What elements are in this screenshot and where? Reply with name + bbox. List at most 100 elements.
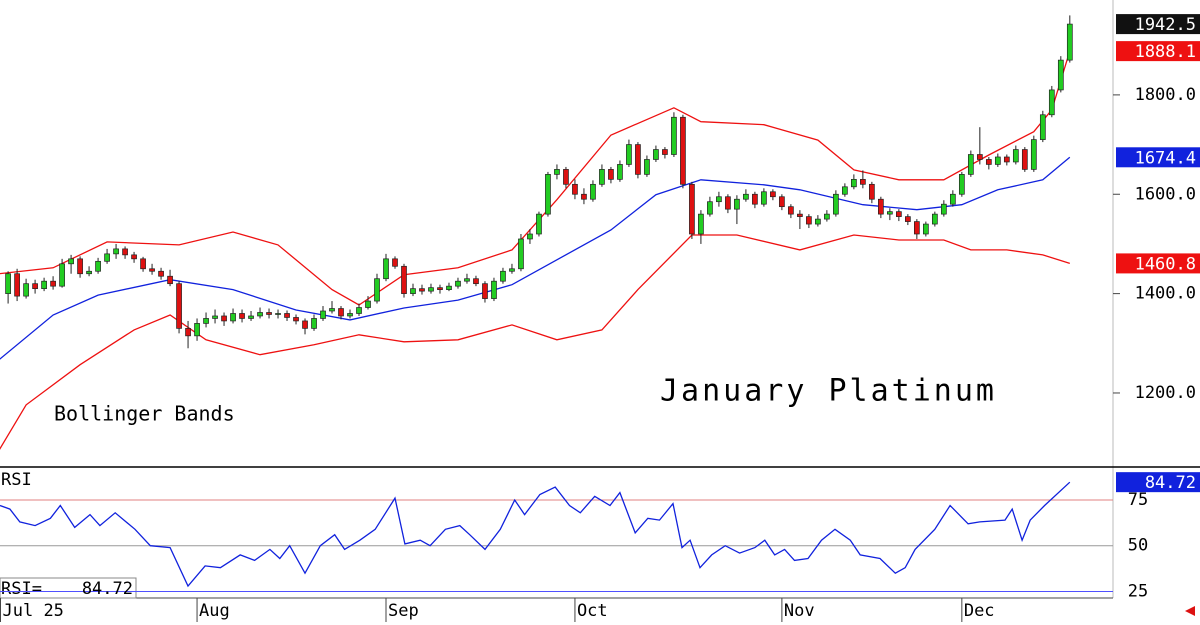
- candle-body: [725, 196, 731, 210]
- rsi-last-label-box: [1116, 472, 1200, 493]
- candle-body: [797, 213, 803, 217]
- candle-body: [509, 268, 515, 272]
- candle-body: [815, 218, 821, 225]
- candle-body: [527, 233, 533, 240]
- candle-body: [1003, 156, 1010, 163]
- rsi-last-label: 84.72: [1145, 473, 1196, 493]
- candle-body: [311, 318, 317, 329]
- rsi-readout-label: RSI=: [1, 579, 42, 599]
- candle-body: [599, 169, 605, 185]
- candle-body: [788, 206, 794, 215]
- candle-body: [671, 116, 677, 155]
- candle-body: [176, 283, 182, 329]
- candle-body: [356, 307, 362, 314]
- candle-body: [833, 193, 839, 215]
- candle-body: [140, 258, 146, 270]
- candle-body: [779, 196, 785, 208]
- candle-body: [752, 193, 758, 205]
- y-tick-label: 75: [1128, 490, 1148, 510]
- candle-body: [257, 312, 263, 317]
- x-tick-label: Oct: [577, 601, 608, 621]
- x-tick-label: Nov: [784, 601, 815, 621]
- candle-body: [428, 287, 434, 292]
- candle-body: [518, 238, 524, 270]
- candle-body: [437, 287, 443, 290]
- candle-body: [68, 258, 74, 265]
- candle-body: [590, 183, 596, 200]
- candle-body: [545, 174, 551, 215]
- band-middle-label: 1674.4: [1135, 148, 1196, 168]
- candle-body: [896, 211, 902, 217]
- candle-body: [680, 116, 686, 185]
- x-tick-label: Jul 25: [3, 601, 64, 621]
- candle-body: [1057, 59, 1064, 91]
- candle-body: [994, 156, 1001, 165]
- candle-body: [1039, 114, 1046, 140]
- candle-body: [842, 186, 848, 195]
- candle-body: [581, 193, 587, 200]
- candle-body: [14, 273, 20, 297]
- candle-body: [1048, 89, 1055, 116]
- candle-body: [878, 198, 884, 215]
- candle-body: [401, 265, 407, 294]
- band-upper-label: 1888.1: [1135, 42, 1196, 62]
- candle-body: [734, 198, 740, 210]
- candle-body: [608, 169, 614, 180]
- chart-title: January Platinum: [660, 374, 997, 409]
- candle-body: [923, 223, 929, 235]
- candle-body: [419, 288, 425, 292]
- candle-body: [293, 317, 299, 322]
- x-tick-label: Aug: [199, 601, 230, 621]
- y-tick-label: 50: [1128, 536, 1148, 556]
- candle-body: [698, 213, 704, 235]
- candle-body: [347, 313, 353, 317]
- candle-body: [338, 308, 344, 317]
- candle-body: [185, 328, 191, 337]
- rsi-line: [0, 481, 1071, 588]
- candle-body: [410, 288, 416, 294]
- bollinger-middle: [0, 156, 1071, 360]
- band-lower-label-box: [1116, 253, 1200, 274]
- candle-body: [248, 315, 254, 319]
- candle-body: [86, 270, 92, 275]
- chart-subtitle: Bollinger Bands: [54, 402, 235, 426]
- candle-body: [1012, 149, 1019, 163]
- candle-body: [284, 313, 290, 318]
- bollinger-upper: [0, 50, 1071, 306]
- candle-body: [967, 154, 974, 175]
- x-tick-label: Sep: [388, 601, 419, 621]
- candle-body: [554, 169, 560, 175]
- candle-body: [473, 278, 479, 285]
- candle-body: [5, 273, 11, 294]
- scroll-arrow[interactable]: [1185, 606, 1195, 616]
- candle-body: [887, 211, 893, 215]
- candle-body: [491, 280, 497, 299]
- candle-body: [958, 174, 965, 195]
- candle-body: [392, 258, 398, 267]
- band-middle-label-box: [1116, 147, 1200, 168]
- candle-body: [931, 213, 938, 225]
- candle-body: [122, 248, 128, 256]
- candle-body: [329, 308, 335, 312]
- last-price-label-box: [1116, 14, 1200, 35]
- rsi-readout-box: [0, 577, 137, 599]
- candle-body: [770, 191, 776, 198]
- candle-body: [104, 253, 110, 262]
- candle-body: [464, 278, 470, 282]
- candle-body: [113, 248, 119, 255]
- candle-body: [365, 300, 371, 308]
- candle-body: [77, 258, 83, 275]
- candle-body: [167, 275, 173, 285]
- candle-body: [230, 313, 236, 322]
- candle-body: [50, 280, 56, 287]
- candle-body: [149, 268, 155, 272]
- candle-body: [194, 323, 200, 337]
- candle-body: [239, 313, 245, 319]
- candle-body: [131, 254, 137, 260]
- candle-body: [689, 183, 695, 235]
- candle-body: [320, 310, 326, 319]
- last-price-label: 1942.5: [1135, 15, 1196, 35]
- candle-body: [617, 164, 623, 180]
- candle-body: [1030, 139, 1037, 170]
- candle-body: [95, 260, 101, 272]
